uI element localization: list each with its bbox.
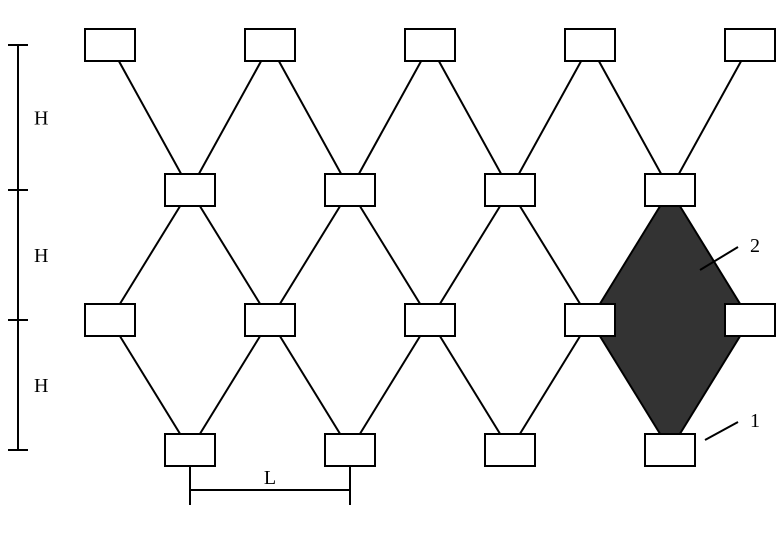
edge	[350, 45, 430, 190]
dim-label-l: L	[264, 467, 276, 489]
node-rect	[85, 29, 135, 61]
node-rect	[165, 434, 215, 466]
diagram-canvas: H H H L 2 1	[0, 0, 784, 535]
node-rect	[325, 434, 375, 466]
edge	[110, 320, 190, 450]
node-rect	[565, 29, 615, 61]
node-rect	[645, 434, 695, 466]
edge	[590, 45, 670, 190]
node-rect	[85, 304, 135, 336]
edge	[430, 45, 510, 190]
dim-label-h: H	[34, 108, 48, 130]
edge	[350, 190, 430, 320]
edge	[270, 45, 350, 190]
edge	[110, 190, 190, 320]
node-rect	[485, 174, 535, 206]
edge	[670, 45, 750, 190]
edge	[190, 320, 270, 450]
dim-label-h: H	[34, 245, 48, 267]
edge	[510, 45, 590, 190]
node-rect	[325, 174, 375, 206]
edge	[190, 190, 270, 320]
node-rect	[645, 174, 695, 206]
dim-label-h: H	[34, 375, 48, 397]
node-rect	[245, 304, 295, 336]
edge	[190, 45, 270, 190]
annotation-label: 2	[750, 235, 760, 257]
edge	[110, 45, 190, 190]
node-rect	[245, 29, 295, 61]
node-rect	[405, 304, 455, 336]
edge	[430, 320, 510, 450]
edge	[430, 190, 510, 320]
annotation-leader	[705, 422, 738, 440]
edge	[510, 320, 590, 450]
node-rect	[565, 304, 615, 336]
edge	[510, 190, 590, 320]
annotation-label: 1	[750, 410, 760, 432]
node-rect	[725, 304, 775, 336]
edge	[350, 320, 430, 450]
node-rect	[165, 174, 215, 206]
edge	[270, 190, 350, 320]
node-rect	[485, 434, 535, 466]
edge	[270, 320, 350, 450]
node-rect	[405, 29, 455, 61]
node-rect	[725, 29, 775, 61]
